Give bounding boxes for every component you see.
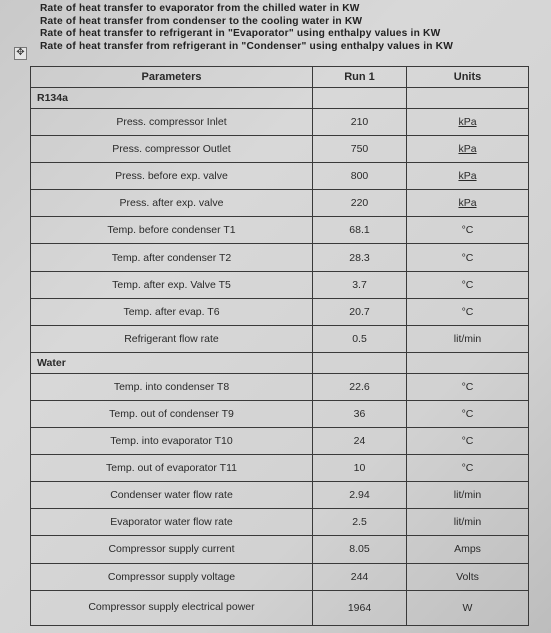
parameter-cell: Temp. into condenser T8 — [30, 372, 313, 401]
question-line: Rate of heat transfer from condenser to … — [40, 15, 363, 27]
unit-cell: Volts — [406, 562, 529, 591]
parameter-cell: Evaporator water flow rate — [30, 508, 313, 537]
unit-cell: W — [406, 589, 529, 626]
section-row-water: Water — [30, 351, 529, 374]
table-row: Press. after exp. valve 220 kPa — [30, 189, 529, 218]
unit-cell: Amps — [406, 535, 529, 564]
unit-cell: °C — [406, 270, 529, 299]
value-cell: 210 — [312, 107, 407, 137]
table-row: Temp. into condenser T8 22.6 °C — [30, 372, 529, 401]
unit-cell: °C — [406, 399, 529, 429]
table-row: Temp. into evaporator T10 24 °C — [30, 427, 529, 456]
table-row: Temp. out of condenser T9 36 °C — [30, 399, 529, 429]
unit-cell: kPa — [406, 107, 529, 137]
table-row: Temp. out of evaporator T11 10 °C — [30, 454, 529, 483]
value-cell: 36 — [312, 399, 407, 429]
table-row: Refrigerant flow rate 0.5 lit/min — [30, 324, 529, 353]
header-units: Units — [406, 66, 529, 88]
unit-cell: °C — [406, 216, 529, 245]
table-row: Condenser water flow rate 2.94 lit/min — [30, 481, 529, 510]
unit-cell: lit/min — [406, 324, 529, 353]
question-line: Rate of heat transfer from refrigerant i… — [40, 41, 454, 53]
table-row: Temp. after evap. T6 20.7 °C — [30, 297, 529, 326]
parameter-cell: Temp. after exp. Valve T5 — [30, 270, 313, 299]
table-header-row: Parameters Run 1 Units — [30, 66, 529, 88]
unit-cell: kPa — [406, 189, 529, 218]
parameter-cell: Temp. after evap. T6 — [30, 297, 313, 326]
value-cell: 22.6 — [312, 372, 407, 401]
unit-cell: °C — [406, 427, 529, 456]
table-row: Compressor supply electrical power 1964 … — [30, 589, 529, 626]
parameter-cell: Compressor supply current — [30, 535, 313, 564]
unit-cell: kPa — [406, 135, 529, 164]
table-row: Temp. after condenser T2 28.3 °C — [30, 243, 529, 272]
section-label: R134a — [30, 87, 313, 109]
table-row: Evaporator water flow rate 2.5 lit/min — [30, 508, 529, 537]
value-cell: 3.7 — [312, 270, 407, 299]
data-table: Parameters Run 1 Units R134a Press. comp… — [30, 66, 529, 626]
value-cell: 20.7 — [312, 297, 407, 326]
value-cell: 800 — [312, 162, 407, 191]
header-run: Run 1 — [312, 66, 407, 88]
parameter-cell: Refrigerant flow rate — [30, 324, 313, 353]
parameter-cell: Condenser water flow rate — [30, 481, 313, 510]
table-row: Press. before exp. valve 800 kPa — [30, 162, 529, 191]
value-cell: 24 — [312, 427, 407, 456]
unit-cell: °C — [406, 454, 529, 483]
unit-cell: °C — [406, 297, 529, 326]
table-row: Compressor supply current 8.05 Amps — [30, 535, 529, 564]
value-cell: 220 — [312, 189, 407, 218]
parameter-cell: Compressor supply voltage — [30, 562, 313, 591]
parameter-cell: Temp. after condenser T2 — [30, 243, 313, 272]
question-line: Rate of heat transfer to refrigerant in … — [40, 28, 441, 40]
value-cell: 0.5 — [312, 324, 407, 353]
table-row: Compressor supply voltage 244 Volts — [30, 562, 529, 591]
unit-cell: lit/min — [406, 481, 529, 510]
section-label: Water — [30, 351, 313, 374]
table-move-handle-icon[interactable]: ✥ — [14, 47, 27, 60]
question-list: Rate of heat transfer to evaporator from… — [40, 3, 540, 54]
table-row: Temp. after exp. Valve T5 3.7 °C — [30, 270, 529, 299]
table-row: Press. compressor Inlet 210 kPa — [30, 107, 529, 137]
parameter-cell: Compressor supply electrical power — [30, 589, 313, 626]
unit-cell: lit/min — [406, 508, 529, 537]
parameter-cell: Press. compressor Inlet — [30, 107, 313, 137]
value-cell: 2.94 — [312, 481, 407, 510]
value-cell: 750 — [312, 135, 407, 164]
value-cell: 10 — [312, 454, 407, 483]
value-cell: 28.3 — [312, 243, 407, 272]
value-cell: 1964 — [312, 589, 407, 626]
value-cell: 8.05 — [312, 535, 407, 564]
parameter-cell: Press. before exp. valve — [30, 162, 313, 191]
value-cell: 244 — [312, 562, 407, 591]
value-cell: 68.1 — [312, 216, 407, 245]
parameter-cell: Temp. out of evaporator T11 — [30, 454, 313, 483]
value-cell: 2.5 — [312, 508, 407, 537]
unit-cell: °C — [406, 372, 529, 401]
table-row: Press. compressor Outlet 750 kPa — [30, 135, 529, 164]
section-row-r134a: R134a — [30, 87, 529, 109]
unit-cell: kPa — [406, 162, 529, 191]
parameter-cell: Temp. before condenser T1 — [30, 216, 313, 245]
table-row: Temp. before condenser T1 68.1 °C — [30, 216, 529, 245]
header-parameters: Parameters — [30, 66, 313, 88]
parameter-cell: Press. compressor Outlet — [30, 135, 313, 164]
unit-cell: °C — [406, 243, 529, 272]
parameter-cell: Press. after exp. valve — [30, 189, 313, 218]
parameter-cell: Temp. into evaporator T10 — [30, 427, 313, 456]
question-line: Rate of heat transfer to evaporator from… — [40, 3, 360, 14]
parameter-cell: Temp. out of condenser T9 — [30, 399, 313, 429]
